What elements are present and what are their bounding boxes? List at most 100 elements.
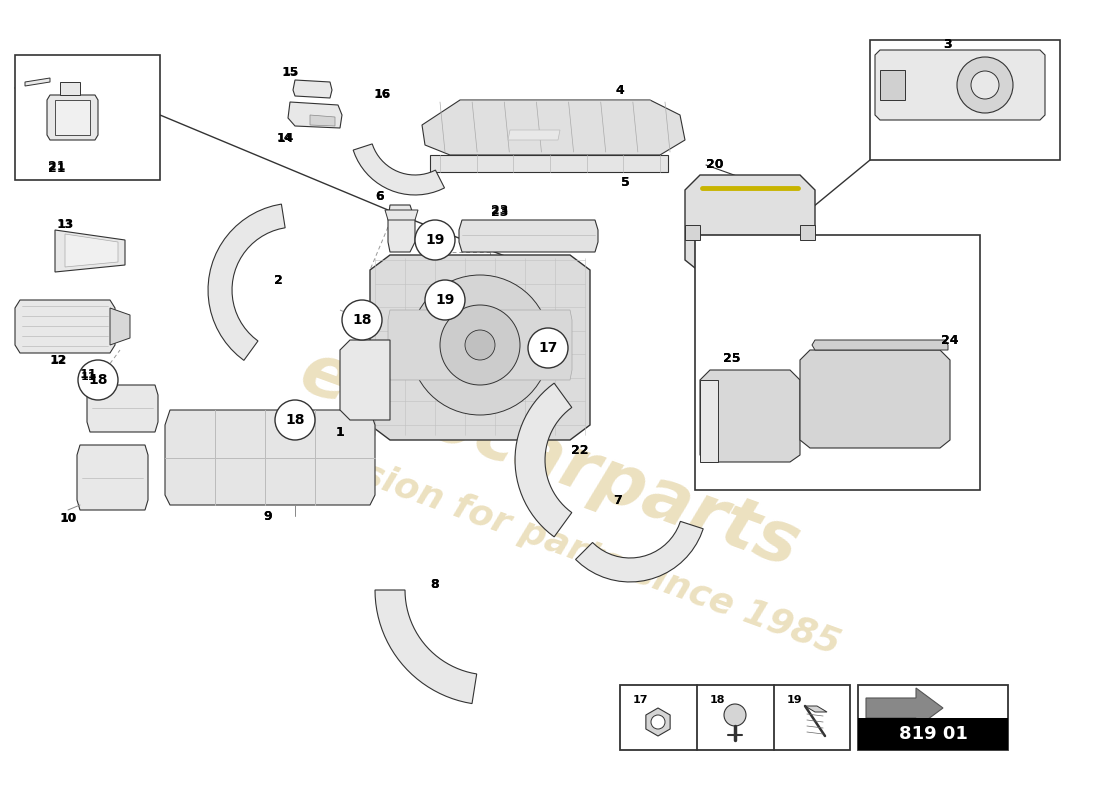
Polygon shape [700,380,718,462]
Circle shape [342,300,382,340]
Text: 22: 22 [571,443,588,457]
Polygon shape [208,204,285,360]
Polygon shape [388,205,415,252]
Polygon shape [15,300,116,353]
Polygon shape [340,340,390,420]
Text: 18: 18 [352,313,372,327]
Text: 14: 14 [277,133,293,143]
Text: 1: 1 [336,426,344,438]
Text: 7: 7 [614,494,623,506]
Text: 19: 19 [786,695,802,705]
Text: a passion for parts since 1985: a passion for parts since 1985 [255,419,845,661]
Text: 20: 20 [706,158,724,171]
Polygon shape [388,310,462,380]
Text: 24: 24 [942,334,959,346]
Text: 4: 4 [616,83,625,97]
Bar [15,55,159,180]
Polygon shape [55,230,125,272]
Text: 16: 16 [373,87,390,101]
Text: 3: 3 [944,38,953,50]
Polygon shape [87,385,158,432]
Text: 5: 5 [620,175,629,189]
Polygon shape [47,95,98,140]
Text: 4: 4 [616,83,625,97]
Circle shape [724,704,746,726]
Polygon shape [293,80,332,98]
Polygon shape [77,445,148,510]
Text: 22: 22 [571,443,588,457]
Text: 19: 19 [436,293,454,307]
Polygon shape [800,350,950,448]
Text: 9: 9 [264,510,273,522]
Text: 3: 3 [944,38,953,51]
Polygon shape [375,590,476,703]
Text: 13: 13 [56,218,74,230]
Bar [695,235,980,490]
Polygon shape [165,410,375,505]
Circle shape [275,400,315,440]
Text: 2: 2 [274,274,283,286]
Text: 1: 1 [336,426,344,438]
Bar [620,685,850,750]
Circle shape [957,57,1013,113]
Polygon shape [459,220,598,252]
Text: eurocarparts: eurocarparts [290,338,810,582]
Circle shape [410,275,550,415]
Text: 11: 11 [80,372,96,382]
Polygon shape [65,234,118,267]
Text: 17: 17 [538,341,558,355]
Circle shape [465,330,495,360]
Polygon shape [646,708,670,736]
Polygon shape [685,225,700,240]
Text: 9: 9 [264,510,273,522]
Circle shape [425,280,465,320]
Polygon shape [880,70,905,100]
Text: 25: 25 [724,351,740,365]
Circle shape [971,71,999,99]
Text: 18: 18 [710,695,725,705]
Text: 13: 13 [57,220,73,230]
Text: 2: 2 [274,274,283,286]
Text: 7: 7 [614,494,623,506]
Text: 24: 24 [942,334,959,346]
Bar [870,40,1060,160]
Text: 21: 21 [48,162,66,174]
Text: 11: 11 [79,369,97,382]
Text: 25: 25 [724,351,740,365]
Text: 17: 17 [632,695,648,705]
Polygon shape [575,522,703,582]
Text: 10: 10 [59,511,77,525]
Polygon shape [25,78,50,86]
Text: 23: 23 [492,205,508,218]
Bar [858,718,1008,750]
Polygon shape [310,115,336,126]
Polygon shape [110,308,130,345]
Circle shape [78,360,118,400]
Text: 20: 20 [706,158,724,171]
Circle shape [440,305,520,385]
Text: 8: 8 [431,578,439,591]
Text: 18: 18 [88,373,108,387]
Polygon shape [430,155,668,172]
Circle shape [415,220,455,260]
Polygon shape [385,210,418,220]
Polygon shape [422,100,685,155]
Text: 14: 14 [276,131,294,145]
Text: 21: 21 [48,159,66,173]
Polygon shape [55,100,90,135]
Polygon shape [370,255,590,440]
Text: 819 01: 819 01 [899,725,967,743]
Circle shape [528,328,568,368]
Polygon shape [812,340,948,350]
Polygon shape [866,688,943,728]
Text: 12: 12 [51,355,66,365]
Text: 18: 18 [285,413,305,427]
Text: 5: 5 [620,175,629,189]
Polygon shape [874,50,1045,120]
Text: 23: 23 [492,206,508,218]
Polygon shape [800,225,815,240]
Polygon shape [508,130,560,140]
Polygon shape [288,102,342,128]
Text: 10: 10 [60,513,76,523]
Polygon shape [700,370,800,462]
